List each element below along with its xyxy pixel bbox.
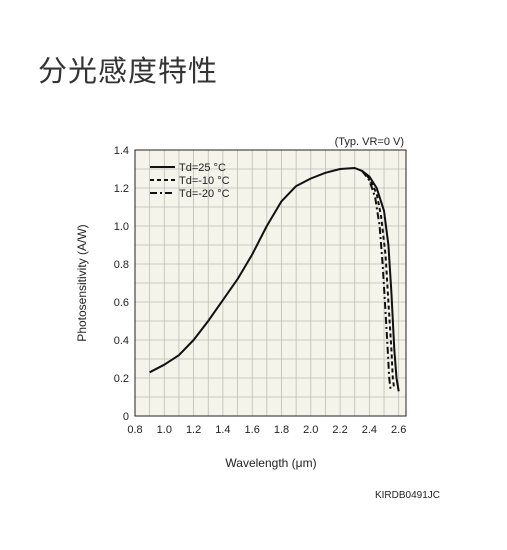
y-tick-label: 0.8 — [114, 259, 129, 271]
x-axis-label: Wavelength (μm) — [225, 456, 316, 470]
y-tick-label: 1.2 — [114, 183, 129, 195]
y-tick-label: 0.2 — [114, 373, 129, 385]
series-lines — [149, 167, 400, 392]
x-tick-label: 2.4 — [362, 424, 377, 436]
legend: Td=25 °CTd=-10 °CTd=-20 °C — [150, 162, 230, 200]
x-tick-label: 2.6 — [391, 424, 406, 436]
series-line-3 — [361, 170, 392, 390]
x-tick-label: 1.6 — [245, 424, 260, 436]
plot-frame — [134, 149, 407, 417]
legend-label: Td=25 °C — [179, 162, 226, 174]
x-tick-label: 1.2 — [186, 424, 201, 436]
x-tick-label: 1.4 — [215, 424, 230, 436]
y-tick-label: 0 — [123, 411, 129, 423]
series-line-1 — [149, 167, 400, 392]
x-tick-label: 0.8 — [127, 424, 142, 436]
x-tick-label: 2.0 — [303, 424, 318, 436]
legend-label: Td=-20 °C — [179, 188, 230, 200]
figure-code: KIRDB0491JC — [375, 490, 440, 501]
y-tick-label: 0.4 — [114, 335, 129, 347]
page-title: 分光感度特性 — [38, 54, 219, 88]
condition-note: (Typ. VR=0 V) — [335, 136, 404, 148]
y-tick-label: 1.0 — [114, 221, 129, 233]
y-axis-label: Photosensitivity (A/W) — [75, 224, 89, 341]
y-tick-label: 0.6 — [114, 297, 129, 309]
axis-ticks: 0.8 1.0 1.2 1.4 1.6 1.8 2.0 2.2 2.4 2.6 0 0.2 0.4 0.6… — [114, 145, 407, 436]
x-tick-label: 1.8 — [274, 424, 289, 436]
x-tick-label: 2.2 — [332, 424, 347, 436]
grid — [135, 150, 406, 416]
y-tick-label: 1.4 — [114, 145, 129, 157]
x-tick-label: 1.0 — [157, 424, 172, 436]
series-line-2 — [361, 170, 396, 390]
legend-label: Td=-10 °C — [179, 175, 230, 187]
